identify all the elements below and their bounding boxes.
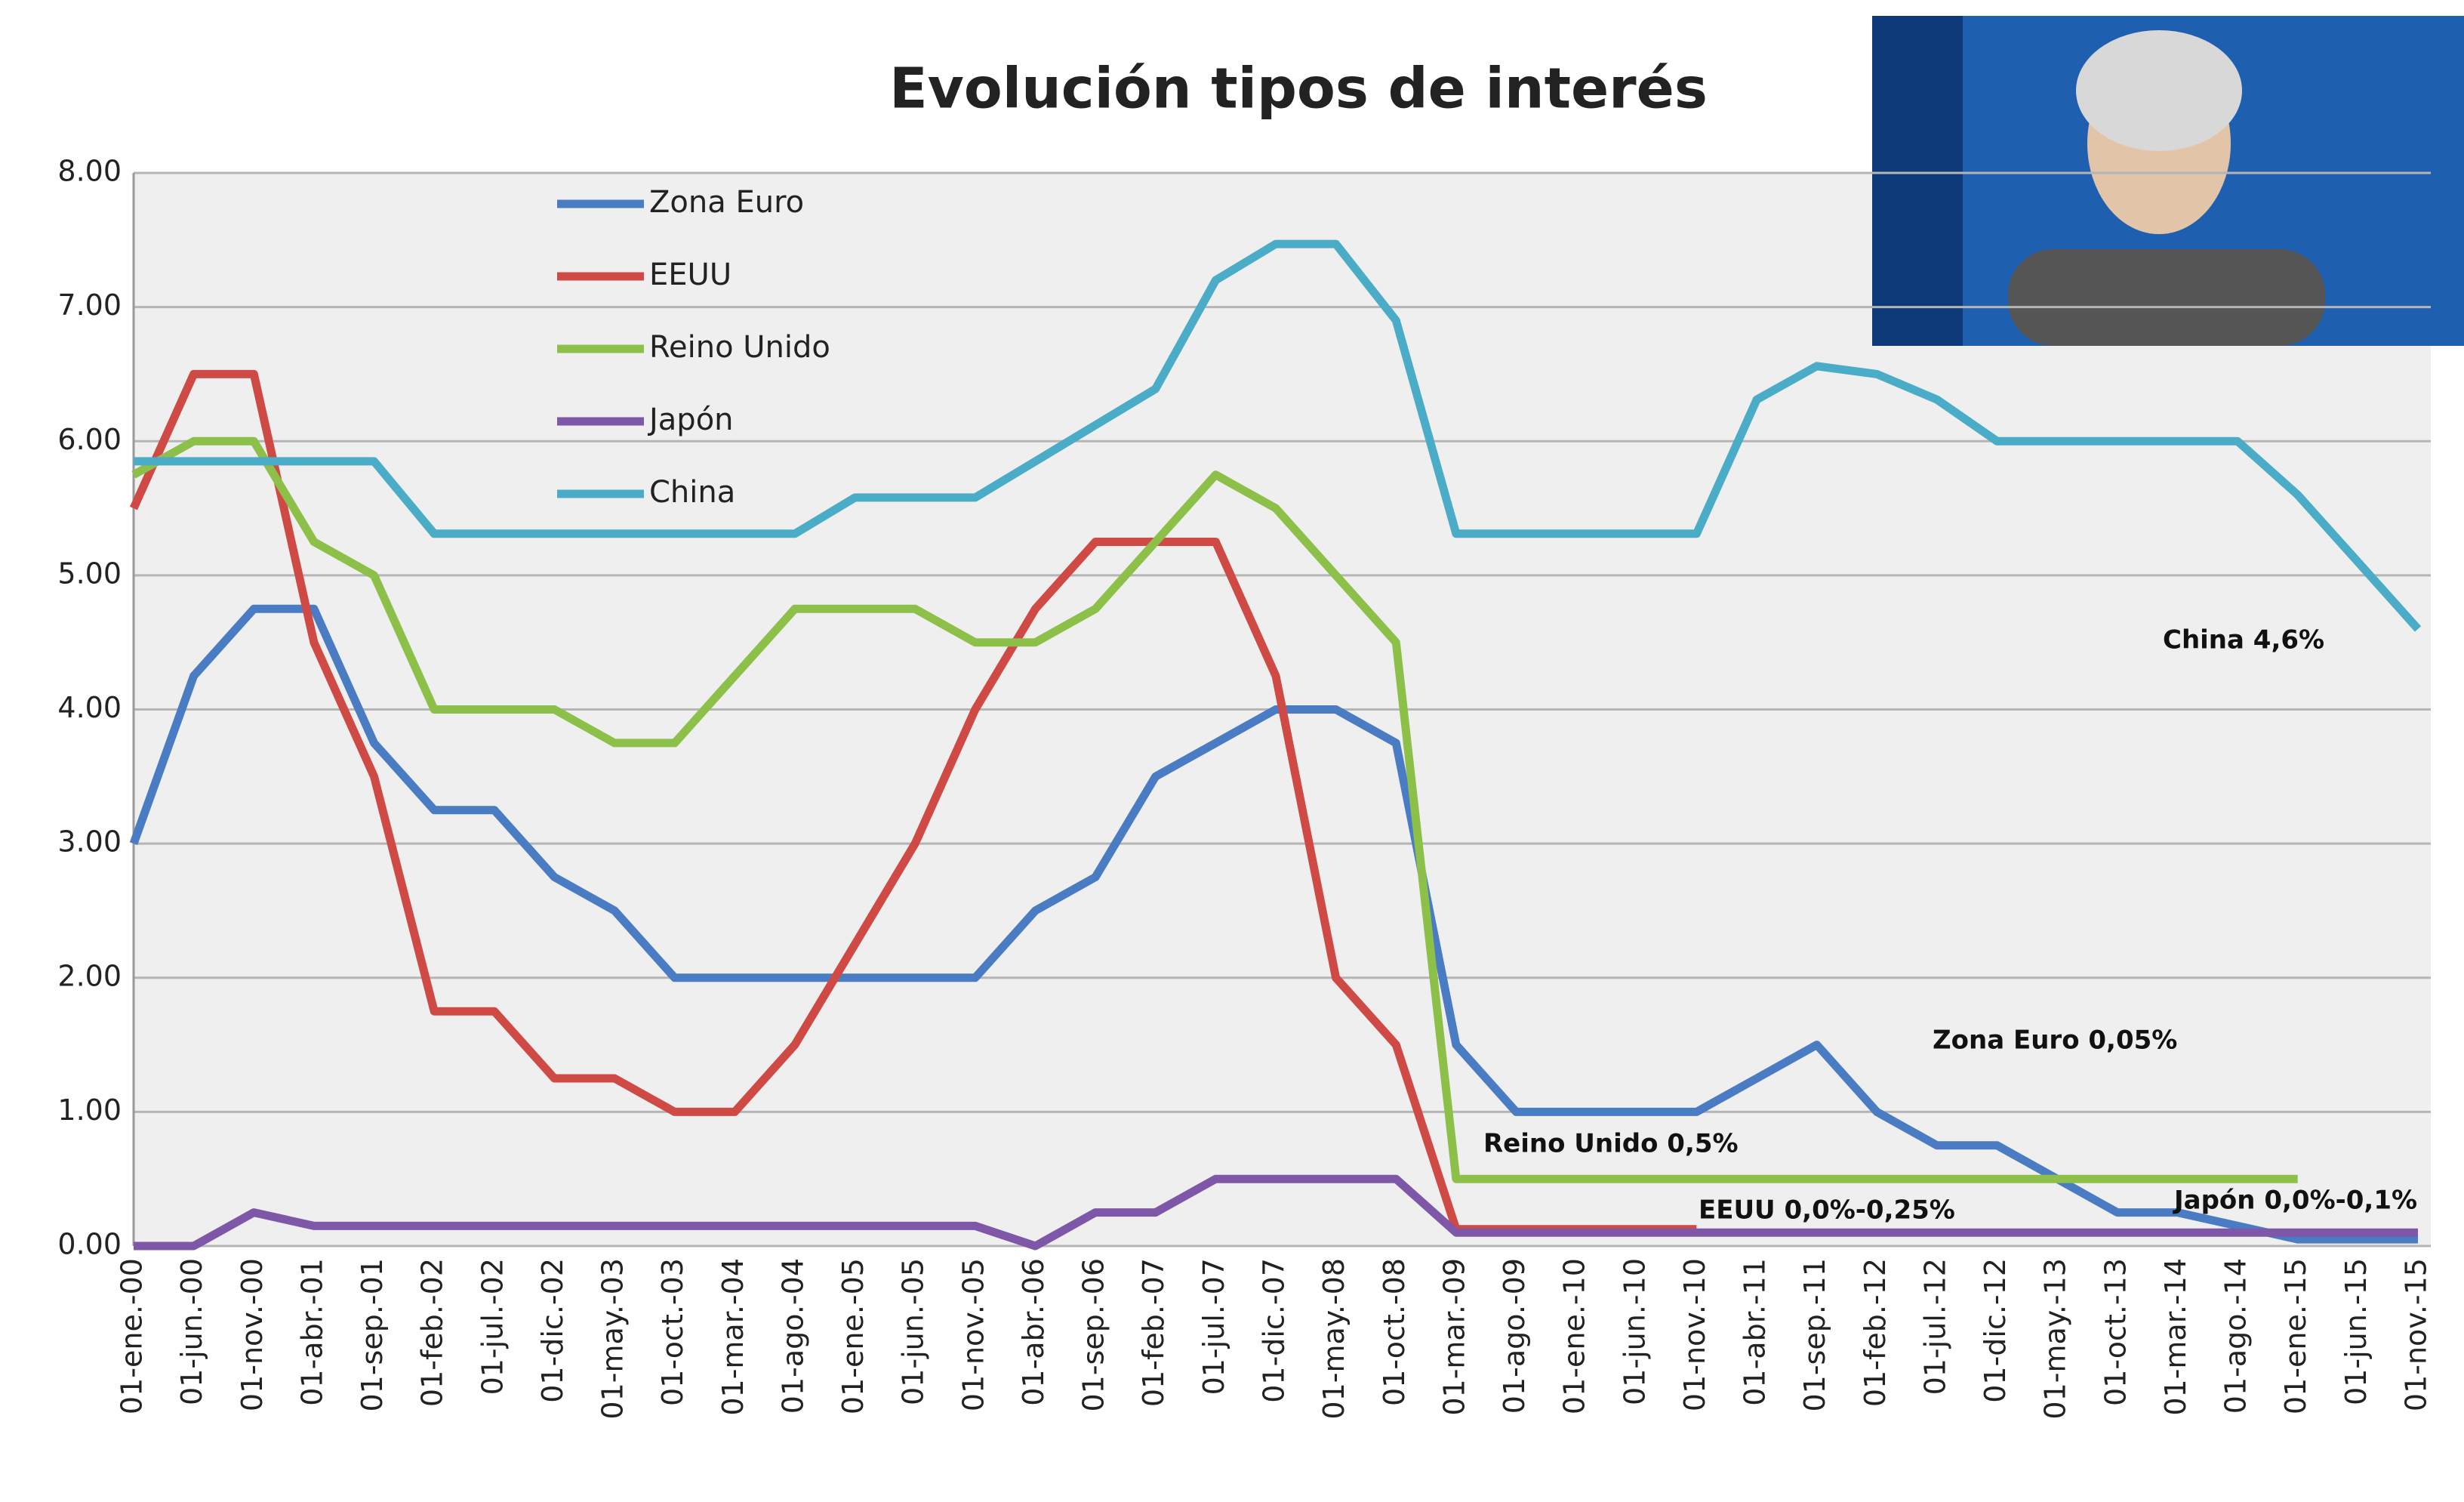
series-line <box>129 369 1697 1234</box>
y-tick-label: 6.00 <box>57 423 122 456</box>
x-tick-label: 01-jun.-10 <box>1618 1258 1651 1405</box>
x-tick-label: 01-ene.-00 <box>116 1258 149 1414</box>
x-tick-label: 01-abr.-01 <box>295 1258 328 1406</box>
x-tick-label: 01-ene.-05 <box>836 1258 870 1414</box>
x-tick-label: 01-jun.-15 <box>2339 1258 2373 1405</box>
y-tick-label: 8.00 <box>57 155 122 188</box>
x-tick-label: 01-sep.-06 <box>1077 1258 1110 1412</box>
x-tick-label: 01-jun.-00 <box>175 1258 208 1405</box>
x-tick-label: 01-abr.-06 <box>1017 1258 1050 1406</box>
x-tick-label: 01-nov.-15 <box>2400 1258 2433 1411</box>
x-tick-label: 01-mar.-04 <box>716 1258 750 1416</box>
annotation: China 4,6% <box>2163 625 2324 655</box>
photo <box>1872 16 2464 346</box>
x-tick-label: 01-jul.-07 <box>1197 1258 1230 1395</box>
x-tick-label: 01-ene.-10 <box>1558 1258 1591 1414</box>
series-line <box>129 604 2418 1244</box>
y-tick-label: 4.00 <box>57 691 122 724</box>
annotation: Reino Unido 0,5% <box>1483 1129 1739 1159</box>
x-tick-label: 01-feb.-07 <box>1137 1258 1170 1407</box>
x-tick-label: 01-feb.-12 <box>1859 1258 1892 1407</box>
annotation: Zona Euro 0,05% <box>1933 1025 2177 1056</box>
chart-title: Evolución tipos de interés <box>889 57 1708 122</box>
x-tick-label: 01-ago.-04 <box>776 1258 809 1414</box>
y-tick-label: 5.00 <box>57 557 122 590</box>
x-tick-label: 01-ago.-14 <box>2219 1258 2253 1414</box>
x-tick-label: 01-jun.-05 <box>897 1258 930 1405</box>
legend-label: EEUU <box>649 258 732 292</box>
x-tick-label: 01-ago.-09 <box>1498 1258 1531 1414</box>
x-tick-label: 01-sep.-01 <box>356 1258 389 1412</box>
x-tick-label: 01-mar.-09 <box>1437 1258 1471 1416</box>
x-tick-label: 01-may.-03 <box>596 1258 630 1420</box>
annotation: Japón 0,0%-0,1% <box>2173 1186 2417 1216</box>
x-tick-label: 01-feb.-02 <box>416 1258 449 1407</box>
x-tick-label: 01-jul.-12 <box>1918 1258 1951 1395</box>
y-tick-label: 3.00 <box>57 825 122 859</box>
x-tick-label: 01-may.-13 <box>2039 1258 2072 1420</box>
x-tick-label: 01-may.-08 <box>1317 1258 1351 1420</box>
x-tick-label: 01-nov.-00 <box>236 1258 269 1411</box>
x-tick-label: 01-sep.-11 <box>1798 1258 1831 1412</box>
x-tick-label: 01-oct.-08 <box>1378 1258 1411 1406</box>
y-tick-label: 1.00 <box>57 1093 122 1127</box>
y-tick-label: 0.00 <box>57 1228 122 1261</box>
series-line <box>131 436 2298 1183</box>
x-tick-label: 01-jul.-02 <box>476 1258 509 1395</box>
x-tick-label: 01-nov.-05 <box>956 1258 990 1411</box>
legend-label: China <box>649 475 735 510</box>
x-tick-label: 01-dic.-12 <box>1979 1258 2012 1403</box>
x-tick-label: 01-nov.-10 <box>1678 1258 1711 1411</box>
x-tick-label: 01-dic.-02 <box>536 1258 569 1403</box>
x-tick-label: 01-dic.-07 <box>1258 1258 1291 1403</box>
x-tick-label: 01-mar.-14 <box>2159 1258 2192 1416</box>
x-tick-label: 01-abr.-11 <box>1739 1258 1772 1406</box>
y-tick-label: 7.00 <box>57 288 122 322</box>
y-tick-label: 2.00 <box>57 959 122 992</box>
series-line <box>134 239 2422 632</box>
legend-label: Zona Euro <box>649 185 804 220</box>
series-line <box>134 1174 2418 1251</box>
annotation: EEUU 0,0%-0,25% <box>1699 1195 1955 1226</box>
legend-label: Reino Unido <box>649 330 830 365</box>
x-tick-label: 01-oct.-03 <box>656 1258 689 1406</box>
x-tick-label: 01-ene.-15 <box>2279 1258 2312 1414</box>
legend-label: Japón <box>647 402 734 437</box>
x-tick-label: 01-oct.-13 <box>2099 1258 2132 1406</box>
